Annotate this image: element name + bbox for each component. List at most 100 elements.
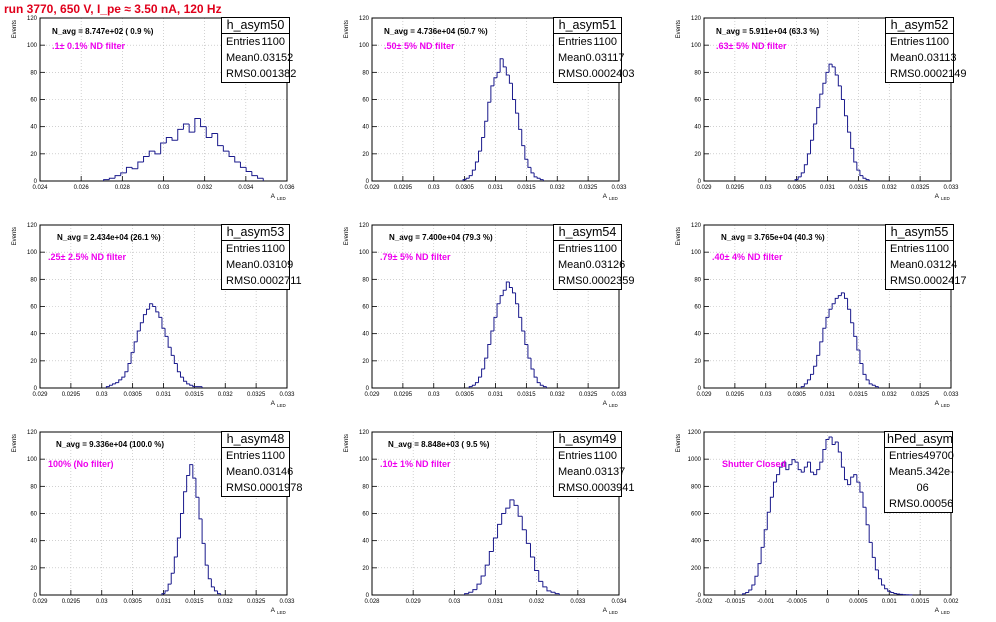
histogram-bin [124, 371, 128, 378]
y-tick-label: 80 [694, 70, 701, 76]
histogram-bin [515, 292, 519, 305]
histogram-bin [501, 513, 506, 525]
y-tick-label: 100 [359, 457, 370, 463]
stat-label: Entries [226, 450, 261, 462]
histogram-bin [806, 379, 811, 384]
x-tick-label: 0.032 [218, 599, 234, 605]
histogram-bin [464, 593, 469, 595]
histogram-bin [856, 161, 860, 171]
y-tick-label: 20 [30, 359, 37, 365]
histogram-bin [527, 159, 532, 168]
histogram-bin [515, 99, 519, 114]
stat-value: 0.0002417 [914, 275, 967, 287]
y-tick-label: 800 [691, 484, 702, 490]
stats-box: h_asym51 Entries 1100 Mean 0.03117 RMS 0.00024… [553, 17, 634, 83]
y-tick-label: 0 [366, 593, 370, 599]
y-tick-label: 80 [362, 277, 369, 283]
stat-value: 0.0003941 [582, 482, 635, 494]
stat-label: Entries [890, 36, 925, 48]
stat-label: Mean [226, 52, 254, 64]
stat-value: 0.03146 [253, 466, 294, 478]
x-tick-label: -0.0015 [725, 599, 746, 605]
stat-row-rms: RMS 0.001382 [222, 66, 296, 82]
histogram-bin [782, 461, 786, 468]
histogram-bin [164, 328, 169, 337]
x-axis-title-subscript: LED [941, 403, 951, 408]
histogram-bin [819, 461, 823, 470]
histogram-bin [493, 77, 498, 86]
y-tick-label: 100 [691, 250, 702, 256]
x-tick-label: 0.033 [570, 599, 586, 605]
y-tick-label: 0 [698, 386, 702, 392]
histogram-bin [114, 175, 121, 179]
histogram-bin [484, 357, 488, 369]
histogram-bin [521, 129, 525, 147]
histogram-bin [490, 330, 494, 345]
histogram-bin [200, 118, 207, 128]
x-tick-label: 0.0295 [726, 392, 745, 398]
histogram-bin [760, 546, 765, 564]
histogram-bin [840, 85, 845, 100]
histogram-bin [856, 474, 860, 483]
histogram-bin [853, 322, 857, 337]
stat-value: 1100 [593, 243, 617, 255]
histogram-bin [484, 120, 488, 138]
histogram-bin [502, 289, 507, 296]
histogram-bin [840, 292, 845, 296]
histogram-bin [161, 593, 166, 595]
histogram-bin [476, 583, 482, 590]
x-tick-label: 0.0305 [787, 185, 806, 191]
x-tick-label: 0.026 [74, 185, 90, 191]
y-tick-label: 40 [30, 125, 37, 131]
x-tick-label: 0.03 [760, 392, 772, 398]
histogram-bin [179, 513, 184, 538]
histogram-bin [257, 175, 264, 179]
x-tick-label: 0.032 [882, 185, 898, 191]
histogram-bin [831, 64, 836, 68]
y-tick-label: 100 [27, 457, 38, 463]
x-tick-label: 0.032 [218, 392, 234, 398]
histogram-bin [478, 376, 482, 383]
histogram-bin [471, 169, 476, 176]
histogram-bin [192, 464, 196, 479]
stats-box: h_asym50 Entries 1100 Mean 0.03152 RMS 0.00138… [221, 17, 296, 83]
n-avg-label: N_avg = 3.765e+04 (40.3 %) [721, 233, 825, 242]
histogram-bin [837, 75, 842, 87]
x-tick-label: 0.031 [156, 599, 172, 605]
histogram-bin [806, 461, 811, 468]
histogram-bin [893, 592, 897, 594]
stats-box: hPed_asym Entries 49700 Mean 5.342e-06 RMS 0.0… [884, 431, 954, 513]
histogram-bin [487, 344, 491, 359]
y-tick-label: 20 [694, 152, 701, 158]
y-tick-label: 400 [691, 539, 702, 545]
stat-value: 49700 [923, 450, 954, 462]
x-tick-label: 0.0305 [123, 392, 142, 398]
histogram-bin [865, 374, 870, 381]
histogram-bin [125, 166, 133, 173]
histogram-bin [217, 590, 221, 595]
histogram-bin [529, 543, 535, 558]
y-tick-label: 60 [362, 512, 369, 518]
y-tick-label: 200 [691, 566, 702, 572]
histogram-bin [465, 177, 470, 180]
histogram-bin [536, 377, 541, 384]
y-tick-label: 20 [362, 566, 369, 572]
x-tick-label: 0.033 [279, 599, 295, 605]
histogram-bin [853, 474, 857, 478]
histogram-panel: 0.029 0.0295 0.03 0.0305 0.031 0.0315 0.032 0.0… [0, 414, 332, 621]
stat-value: 0.00056 [913, 498, 954, 510]
histogram-bin [481, 368, 485, 378]
histogram-bin [173, 556, 178, 574]
histogram-bin [161, 317, 166, 329]
histogram-bin [493, 316, 498, 331]
y-tick-label: 80 [362, 484, 369, 490]
stat-row-rms: RMS 0.0002417 [886, 273, 966, 289]
filter-annotation: .63± 5% ND filter [716, 41, 787, 51]
stat-value: 0.0002149 [914, 68, 967, 80]
x-tick-label: 0.0315 [185, 599, 204, 605]
histogram-bin [779, 466, 783, 475]
histogram-bin [525, 529, 531, 544]
histogram-bins [800, 292, 879, 388]
x-tick-label: 0.0315 [517, 392, 536, 398]
histogram-bin [800, 172, 805, 177]
